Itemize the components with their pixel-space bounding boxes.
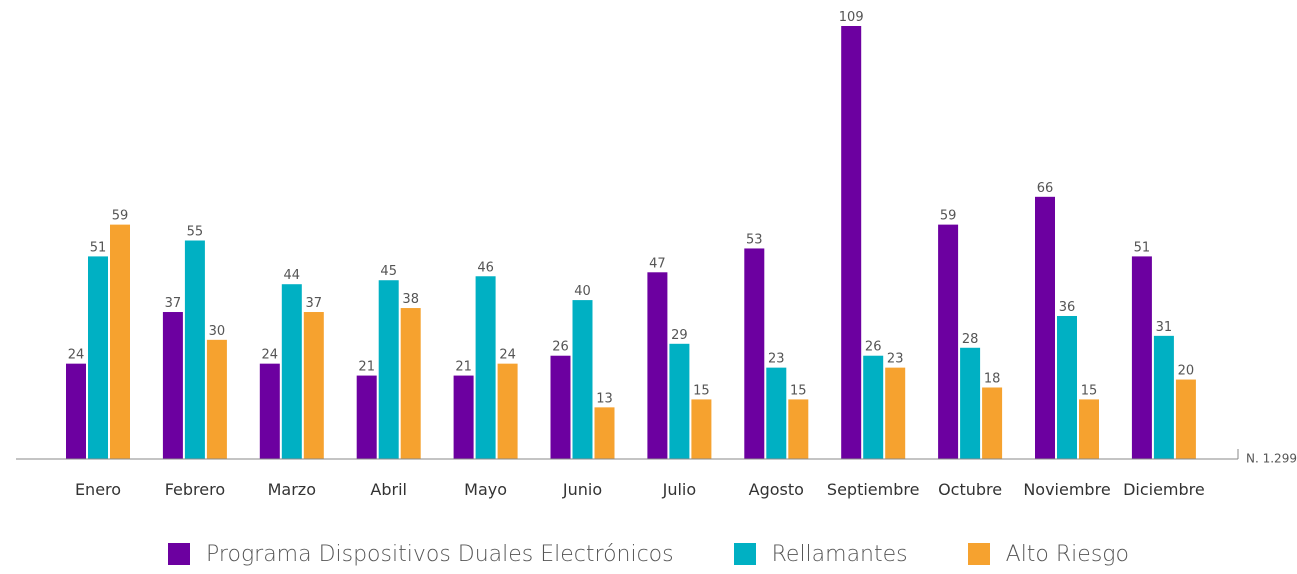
value-label-dispositivos-julio: 47: [649, 256, 666, 271]
value-label-dispositivos-enero: 24: [68, 348, 85, 363]
bar-rellamantes-agosto: [766, 367, 787, 459]
legend: Programa Dispositivos Duales Electrónico…: [0, 534, 1297, 574]
category-label-enero: Enero: [75, 480, 121, 499]
bar-rellamantes-octubre: [960, 347, 981, 459]
value-label-rellamantes-noviembre: 36: [1059, 300, 1076, 315]
bar-alto-riesgo-junio: [594, 407, 615, 459]
value-label-rellamantes-febrero: 55: [187, 225, 204, 240]
legend-item-alto-riesgo: Alto Riesgo: [967, 541, 1129, 567]
value-label-rellamantes-mayo: 46: [477, 260, 494, 275]
category-label-agosto: Agosto: [749, 480, 804, 499]
legend-label-dispositivos: Programa Dispositivos Duales Electrónico…: [206, 541, 674, 567]
bar-rellamantes-diciembre: [1153, 335, 1174, 459]
bar-dispositivos-noviembre: [1035, 196, 1055, 459]
value-label-dispositivos-agosto: 53: [746, 232, 763, 247]
bar-alto-riesgo-noviembre: [1079, 399, 1099, 459]
value-label-alto-riesgo-octubre: 18: [984, 371, 1001, 386]
value-label-alto-riesgo-mayo: 24: [499, 348, 516, 363]
category-label-julio: Julio: [662, 480, 697, 499]
value-label-rellamantes-octubre: 28: [962, 332, 979, 347]
value-label-dispositivos-abril: 21: [358, 360, 375, 375]
value-label-alto-riesgo-junio: 13: [596, 391, 613, 406]
bar-rellamantes-septiembre: [863, 355, 884, 459]
category-label-marzo: Marzo: [268, 480, 316, 499]
category-label-septiembre: Septiembre: [827, 480, 920, 499]
bar-rellamantes-enero: [88, 256, 108, 459]
bar-dispositivos-julio: [647, 272, 668, 459]
category-label-octubre: Octubre: [938, 480, 1002, 499]
category-label-noviembre: Noviembre: [1023, 480, 1110, 499]
bar-dispositivos-febrero: [162, 312, 183, 459]
value-label-alto-riesgo-julio: 15: [693, 383, 710, 398]
value-label-rellamantes-septiembre: 26: [865, 340, 882, 355]
legend-swatch-rellamantes: [733, 543, 756, 565]
bar-alto-riesgo-marzo: [303, 312, 324, 459]
bar-alto-riesgo-mayo: [497, 363, 518, 459]
value-label-alto-riesgo-abril: 38: [402, 292, 419, 307]
value-label-dispositivos-febrero: 37: [165, 296, 182, 311]
bar-rellamantes-julio: [669, 343, 690, 459]
category-labels-layer: Enero Febrero Marzo Abril Mayo Junio Julio Agos…: [75, 480, 1205, 499]
bar-alto-riesgo-diciembre: [1175, 379, 1196, 459]
category-label-abril: Abril: [370, 480, 407, 499]
category-label-mayo: Mayo: [464, 480, 507, 499]
legend-label-alto-riesgo: Alto Riesgo: [1005, 541, 1129, 567]
value-label-rellamantes-junio: 40: [574, 284, 591, 299]
bar-alto-riesgo-agosto: [788, 399, 809, 459]
value-label-alto-riesgo-febrero: 30: [209, 324, 226, 339]
value-label-alto-riesgo-noviembre: 15: [1081, 383, 1098, 398]
bar-rellamantes-marzo: [281, 284, 302, 459]
bar-dispositivos-septiembre: [841, 26, 862, 459]
bar-alto-riesgo-febrero: [206, 339, 227, 459]
sample-size-note: N. 1.299: [1246, 452, 1297, 466]
legend-item-rellamantes: Rellamantes: [733, 541, 908, 567]
value-label-alto-riesgo-diciembre: 20: [1178, 364, 1195, 379]
bar-rellamantes-noviembre: [1057, 315, 1077, 459]
bar-dispositivos-enero: [66, 363, 86, 459]
bar-alto-riesgo-octubre: [982, 387, 1003, 459]
value-label-dispositivos-junio: 26: [552, 340, 569, 355]
category-label-junio: Junio: [562, 480, 602, 499]
bar-alto-riesgo-septiembre: [885, 367, 906, 459]
bar-alto-riesgo-enero: [110, 224, 130, 459]
bar-alto-riesgo-abril: [400, 308, 421, 459]
value-label-alto-riesgo-enero: 59: [112, 209, 129, 224]
value-label-rellamantes-enero: 51: [90, 240, 107, 255]
value-label-dispositivos-octubre: 59: [940, 209, 957, 224]
category-label-febrero: Febrero: [165, 480, 225, 499]
value-label-dispositivos-septiembre: 109: [839, 10, 864, 25]
bar-dispositivos-octubre: [938, 224, 959, 459]
bar-rellamantes-mayo: [475, 276, 496, 459]
bar-dispositivos-diciembre: [1131, 256, 1152, 459]
value-label-rellamantes-agosto: 23: [768, 352, 785, 367]
bar-dispositivos-marzo: [259, 363, 280, 459]
bar-dispositivos-abril: [356, 375, 377, 459]
legend-swatch-alto-riesgo: [967, 543, 990, 565]
value-label-rellamantes-abril: 45: [380, 264, 397, 279]
bar-alto-riesgo-julio: [691, 399, 712, 459]
bar-rellamantes-junio: [572, 300, 593, 459]
category-label-diciembre: Diciembre: [1123, 480, 1205, 499]
value-label-alto-riesgo-marzo: 37: [306, 296, 323, 311]
value-label-alto-riesgo-septiembre: 23: [887, 352, 904, 367]
value-labels-layer: 24 51 59 37 55 30 24 44 37 21 45 38 21 46 24 26 40 13 47 29…: [68, 10, 1194, 406]
legend-label-rellamantes: Rellamantes: [771, 541, 908, 567]
bar-dispositivos-junio: [550, 355, 571, 459]
bar-dispositivos-mayo: [453, 375, 474, 459]
value-label-alto-riesgo-agosto: 15: [790, 383, 807, 398]
bar-rellamantes-febrero: [184, 240, 205, 459]
value-label-rellamantes-marzo: 44: [284, 268, 301, 283]
value-label-dispositivos-marzo: 24: [262, 348, 279, 363]
value-label-dispositivos-diciembre: 51: [1134, 240, 1151, 255]
legend-item-dispositivos: Programa Dispositivos Duales Electrónico…: [168, 542, 674, 567]
legend-swatch-dispositivos: [168, 543, 191, 565]
value-label-dispositivos-mayo: 21: [455, 360, 472, 375]
value-label-dispositivos-noviembre: 66: [1037, 181, 1054, 196]
value-label-rellamantes-diciembre: 31: [1156, 320, 1173, 335]
bar-dispositivos-agosto: [744, 248, 765, 459]
bars-layer: [66, 26, 1196, 459]
value-label-rellamantes-julio: 29: [671, 328, 688, 343]
bar-rellamantes-abril: [378, 280, 399, 459]
